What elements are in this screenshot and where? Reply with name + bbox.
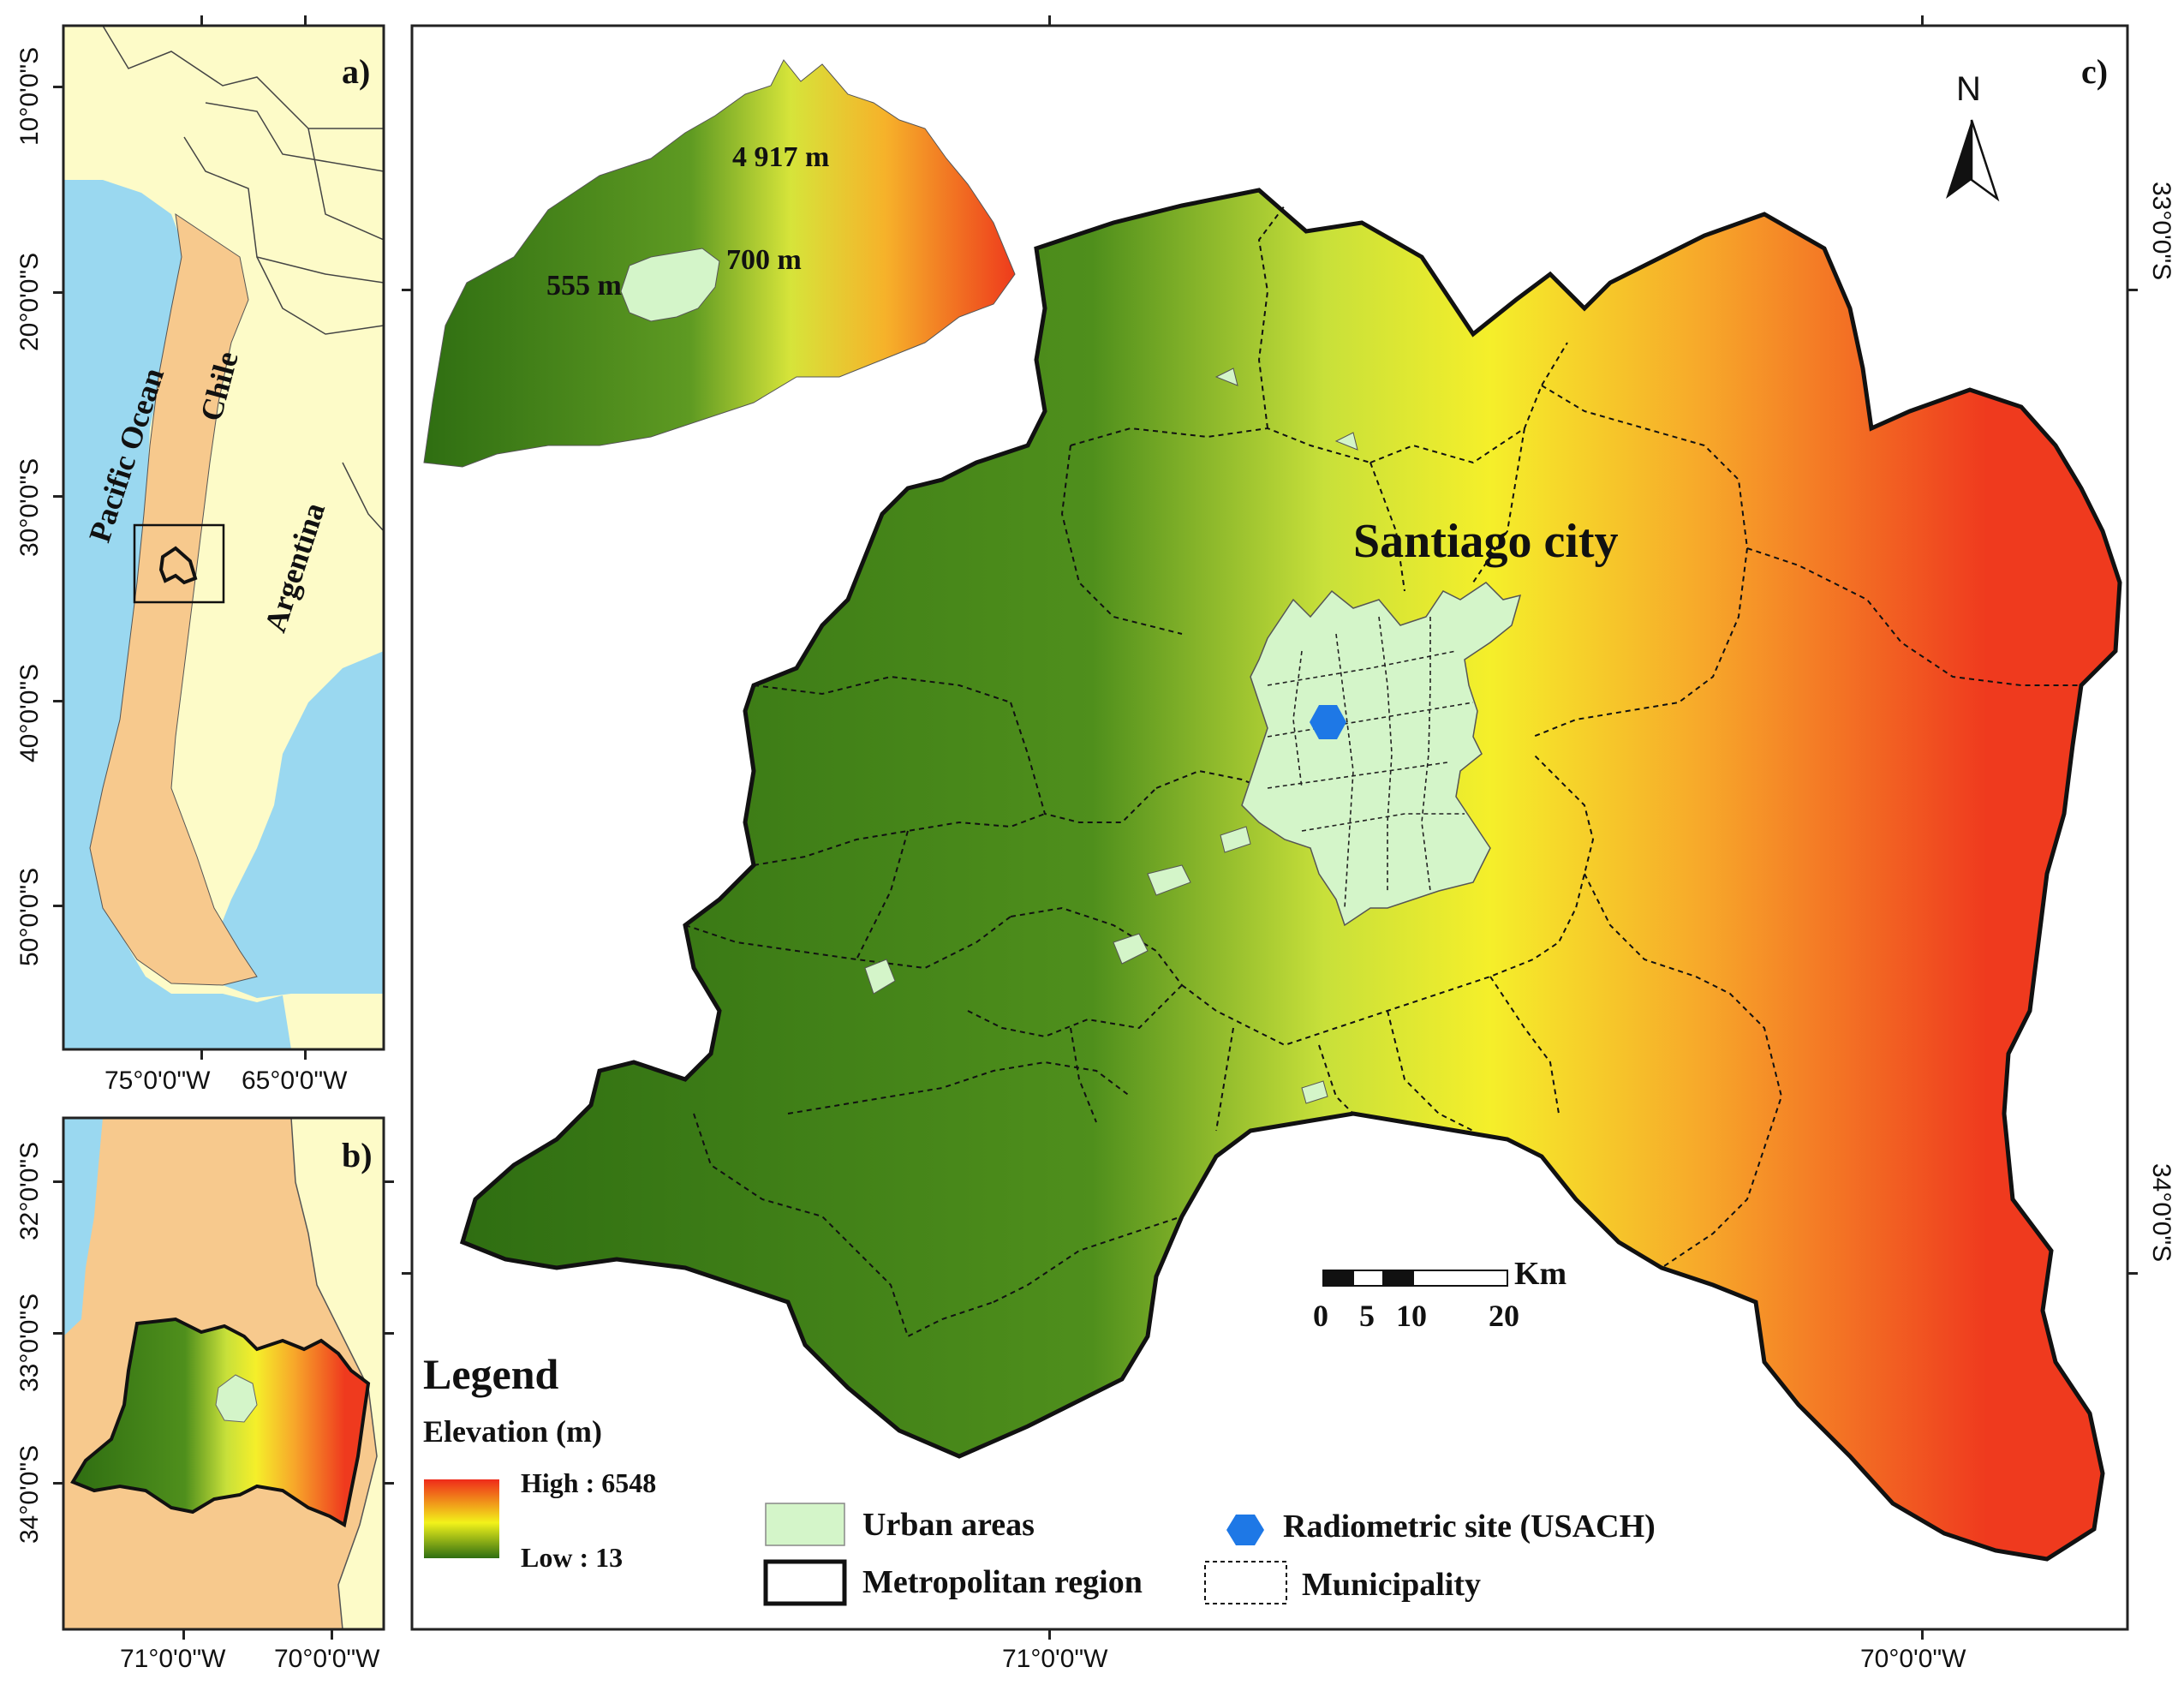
panel-a-map	[63, 26, 384, 1049]
a-lat-30: 30°0'0"S	[15, 457, 44, 557]
b-lat-34: 34°0'0"S	[15, 1444, 44, 1544]
pacific-ocean-area	[63, 180, 291, 1049]
panel-b-metropolitan-region	[70, 1317, 371, 1528]
legend-elevation-title: Elevation (m)	[423, 1414, 602, 1449]
c-lat-34: 34°0'0"S	[2147, 1163, 2175, 1263]
c-lon-71: 71°0'0"W	[1002, 1645, 1108, 1673]
legend-title: Legend	[423, 1350, 559, 1398]
elevation-ramp	[424, 1479, 499, 1558]
legend-high: High : 6548	[521, 1467, 657, 1498]
legend-metro-swatch	[763, 1559, 847, 1606]
c-lat-33: 33°0'0"S	[2147, 182, 2175, 281]
scale-unit: Km	[1514, 1256, 1567, 1292]
inset-peak-label: 4 917 m	[732, 141, 830, 173]
scale-bar	[1322, 1270, 1508, 1287]
scale-tick-20: 20	[1489, 1299, 1519, 1333]
panel-c-label: c)	[2081, 52, 2109, 91]
radiometric-site-marker	[1310, 705, 1346, 739]
b-lat-32: 32°0'0"S	[15, 1141, 44, 1240]
inset-urban-area	[620, 248, 720, 322]
urban-patches	[864, 367, 1358, 1104]
panel-b-ocean	[63, 1118, 103, 1336]
b-lat-33: 33°0'0"S	[15, 1293, 44, 1392]
metropolitan-region-outline-small	[158, 546, 198, 585]
inset-city-label: 700 m	[726, 244, 802, 276]
panel-b-urban-area	[215, 1374, 258, 1423]
a-lat-40: 40°0'0"S	[15, 663, 44, 762]
study-area-box	[133, 523, 225, 604]
urban-municipality-boundaries	[1267, 616, 1474, 909]
legend-municipality-swatch	[1204, 1561, 1287, 1604]
santiago-city-label: Santiago city	[1353, 515, 1619, 568]
a-lat-50: 50°0'0"S	[15, 867, 44, 966]
legend-urban-label: Urban areas	[862, 1507, 1035, 1543]
a-lon-75: 75°0'0"W	[104, 1067, 211, 1095]
a-lat-10: 10°0'0"S	[15, 46, 44, 146]
panel-c-map	[412, 26, 2127, 1629]
panel-b-map	[63, 1118, 384, 1629]
legend-low: Low : 13	[521, 1542, 624, 1573]
b-lon-70: 70°0'0"W	[274, 1645, 380, 1673]
legend-metro-label: Metropolitan region	[862, 1564, 1143, 1600]
panel-b-argentina	[290, 1118, 384, 1629]
santiago-urban-area	[1241, 582, 1522, 927]
metropolitan-region	[459, 188, 2122, 1562]
scale-tick-0: 0	[1313, 1299, 1328, 1333]
municipality-boundaries	[684, 205, 2081, 1338]
north-label: N	[1956, 70, 1981, 108]
chile-territory	[89, 212, 258, 986]
panel-b-label: b)	[342, 1136, 373, 1174]
inset-low-label: 555 m	[546, 270, 622, 302]
legend-site-icon	[1226, 1515, 1264, 1545]
legend-site-label: Radiometric site (USACH)	[1283, 1509, 1656, 1545]
a-lat-20: 20°0'0"S	[15, 252, 44, 351]
panel-a-label: a)	[342, 52, 371, 91]
legend-municipality-label: Municipality	[1302, 1567, 1482, 1603]
north-arrow-icon	[1946, 119, 2000, 202]
scale-tick-5: 5	[1359, 1299, 1375, 1333]
c-lon-70: 70°0'0"W	[1860, 1645, 1966, 1673]
atlantic-ocean-area	[214, 651, 384, 998]
legend-urban-swatch	[765, 1503, 845, 1546]
a-lon-65: 65°0'0"W	[242, 1067, 348, 1095]
b-lon-71: 71°0'0"W	[120, 1645, 226, 1673]
scale-tick-10: 10	[1396, 1299, 1427, 1333]
